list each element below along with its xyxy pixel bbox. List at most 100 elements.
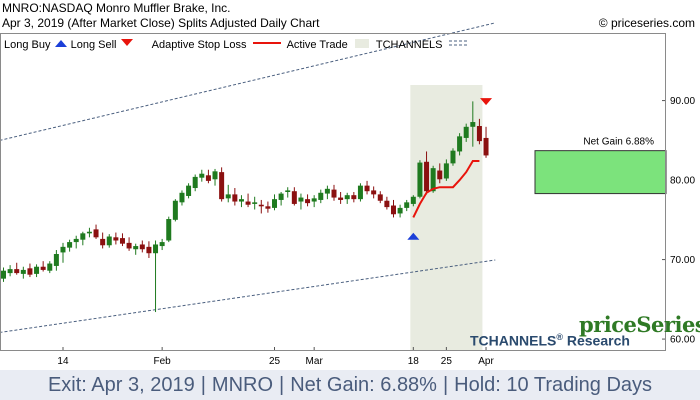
y-tick-label: 60.00	[670, 335, 695, 346]
candle-body	[67, 242, 73, 248]
candle-body	[457, 136, 463, 152]
candle-body	[133, 246, 139, 250]
candle-body	[60, 246, 66, 253]
candle-body	[298, 197, 304, 202]
candle-body	[252, 202, 258, 204]
x-tick-label: Mar	[306, 356, 324, 367]
candle-body	[305, 199, 311, 204]
chart-title: MNRO:NASDAQ Monro Muffler Brake, Inc.	[2, 1, 231, 15]
candle-body	[93, 229, 99, 238]
priceseries-logo: priceSeries	[579, 312, 700, 337]
footer-hold: Hold: 10 Trading Days	[454, 374, 653, 396]
y-tick-label: 90.00	[670, 96, 695, 107]
candle-body	[14, 269, 20, 274]
candle-body	[410, 196, 416, 204]
candle-body	[20, 269, 26, 274]
price-chart: 60.00 70.00 80.00 90.00 14 Feb 25 Mar 18 25 Apr Ne…	[0, 22, 695, 367]
x-tick-label: 18	[408, 356, 420, 367]
plot-frame	[0, 33, 666, 351]
candle-body	[258, 204, 264, 207]
candle-body	[40, 266, 46, 270]
candle-body	[351, 195, 357, 200]
candle-body	[364, 185, 370, 192]
candle-body	[119, 238, 125, 244]
active-trade-band	[410, 85, 483, 351]
footer-symbol: MNRO	[211, 374, 274, 396]
legend-long-buy: Long Buy	[4, 38, 51, 51]
candle-body	[437, 170, 443, 180]
candle-body	[371, 190, 377, 195]
candle-body	[186, 185, 192, 196]
candle-body	[219, 172, 225, 200]
copyright-text: © priceseries.com	[598, 16, 695, 30]
candle-body	[34, 266, 40, 274]
stop-loss-line-icon	[250, 38, 284, 51]
candle-body	[1, 270, 6, 279]
candle-body	[100, 238, 106, 246]
net-gain-label: Net Gain 6.88%	[583, 137, 654, 148]
x-tick-label: 14	[57, 356, 69, 367]
channel-lower-line	[0, 259, 496, 333]
candle-body	[159, 242, 165, 247]
candle-body	[285, 190, 291, 192]
candle-body	[397, 207, 403, 214]
candle-body	[153, 244, 159, 254]
buy-signal-arrow-icon	[407, 232, 420, 240]
footer-exit: Exit: Apr 3, 2019	[47, 374, 195, 396]
candle-body	[390, 205, 396, 215]
candle-body	[384, 200, 390, 208]
candle-body	[311, 198, 317, 202]
channel-line-icon	[446, 38, 472, 51]
legend-long-sell: Long Sell	[70, 38, 117, 51]
candle-body	[106, 236, 112, 246]
candle-body	[86, 231, 92, 234]
candle-body	[179, 192, 185, 203]
candle-body	[212, 171, 218, 180]
brand-tchannels: TCHANNELS	[470, 332, 557, 349]
candle-body	[172, 200, 178, 220]
candle-body	[139, 244, 145, 250]
candle-body	[324, 188, 330, 194]
candle-body	[443, 163, 449, 179]
candle-body	[199, 173, 205, 178]
candle-body	[278, 193, 284, 200]
candle-body	[53, 254, 59, 266]
brand-reg: ®	[556, 332, 563, 342]
candle-body	[80, 233, 86, 240]
brand-research: Research	[566, 332, 630, 349]
trade-summary-footer: Exit: Apr 3, 2019 | MNRO | Net Gain: 6.88% | H…	[0, 370, 700, 400]
candle-body	[192, 176, 198, 189]
candle-body	[245, 201, 251, 205]
candle-body	[113, 237, 119, 241]
chart-subtitle: Apr 3, 2019 (After Market Close) Splits …	[2, 16, 320, 30]
candle-body	[265, 206, 271, 209]
candle-body	[146, 246, 152, 254]
candle-body	[126, 242, 132, 249]
candle-body	[430, 168, 436, 192]
active-trade-swatch-icon	[351, 38, 373, 51]
candle-body	[166, 219, 172, 241]
candle-body	[470, 122, 476, 127]
candle-body	[463, 126, 469, 138]
legend-stop-loss: Adaptive Stop Loss	[151, 38, 247, 51]
footer-gain: Net Gain: 6.88%	[290, 374, 437, 396]
x-tick-label: 25	[269, 356, 281, 367]
chart-legend: Long Buy Long Sell Adaptive Stop Loss Ac…	[4, 38, 472, 52]
candle-body	[344, 195, 350, 200]
x-tick-label: 25	[441, 356, 453, 367]
sell-signal-arrow-icon	[480, 98, 493, 106]
y-tick-label: 80.00	[670, 176, 695, 187]
down-arrow-icon	[120, 38, 134, 51]
candle-body	[483, 137, 489, 156]
candle-body	[424, 161, 430, 192]
candle-body	[357, 185, 363, 200]
candle-body	[205, 175, 211, 181]
candle-body	[47, 263, 53, 271]
candle-body	[291, 191, 297, 204]
up-arrow-icon	[54, 38, 68, 51]
stop-loss-line	[412, 160, 480, 218]
candle-body	[318, 192, 324, 200]
candle-body	[331, 189, 337, 198]
candle-body	[225, 194, 231, 199]
candle-body	[27, 268, 33, 275]
